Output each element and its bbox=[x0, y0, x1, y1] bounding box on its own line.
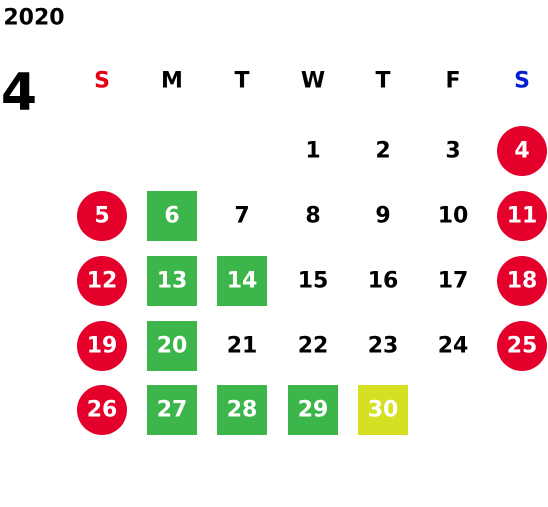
weekday: S bbox=[94, 69, 110, 94]
day: 28 bbox=[227, 398, 258, 423]
day: 2 bbox=[375, 139, 390, 164]
day-square bbox=[358, 385, 408, 435]
day: 11 bbox=[507, 204, 538, 229]
day: 25 bbox=[507, 334, 538, 359]
year: 2020 bbox=[3, 6, 64, 31]
day-square bbox=[147, 385, 197, 435]
day: 19 bbox=[87, 334, 118, 359]
month: 4 bbox=[1, 63, 37, 123]
day: 1 bbox=[305, 139, 320, 164]
day-circle bbox=[497, 126, 547, 176]
day: 15 bbox=[298, 269, 329, 294]
day-square bbox=[217, 385, 267, 435]
day: 3 bbox=[445, 139, 460, 164]
weekday: T bbox=[375, 69, 390, 94]
weekday: W bbox=[301, 69, 325, 94]
day-square bbox=[147, 321, 197, 371]
day-square bbox=[217, 256, 267, 306]
day: 30 bbox=[368, 398, 399, 423]
day: 10 bbox=[438, 204, 469, 229]
day: 7 bbox=[234, 204, 249, 229]
day-circle bbox=[77, 191, 127, 241]
weekday: T bbox=[234, 69, 249, 94]
day: 24 bbox=[438, 334, 469, 359]
day: 4 bbox=[514, 139, 529, 164]
day: 27 bbox=[157, 398, 188, 423]
day: 8 bbox=[305, 204, 320, 229]
day-circle bbox=[77, 321, 127, 371]
day-square bbox=[147, 191, 197, 241]
day: 14 bbox=[227, 269, 258, 294]
day: 17 bbox=[438, 269, 469, 294]
day: 21 bbox=[227, 334, 258, 359]
day-square bbox=[147, 256, 197, 306]
weekday: M bbox=[161, 69, 183, 94]
day: 29 bbox=[298, 398, 329, 423]
day: 22 bbox=[298, 334, 329, 359]
day-circle bbox=[497, 256, 547, 306]
day: 26 bbox=[87, 398, 118, 423]
day: 13 bbox=[157, 269, 188, 294]
day: 18 bbox=[507, 269, 538, 294]
day-circle bbox=[497, 321, 547, 371]
day: 6 bbox=[164, 204, 179, 229]
day: 9 bbox=[375, 204, 390, 229]
day-circle bbox=[77, 256, 127, 306]
day: 12 bbox=[87, 269, 118, 294]
weekday: S bbox=[514, 69, 530, 94]
day: 23 bbox=[368, 334, 399, 359]
day: 16 bbox=[368, 269, 399, 294]
day-circle bbox=[77, 385, 127, 435]
weekday: F bbox=[445, 69, 460, 94]
day-circle bbox=[497, 191, 547, 241]
day-square bbox=[288, 385, 338, 435]
day: 5 bbox=[94, 204, 109, 229]
day: 20 bbox=[157, 334, 188, 359]
